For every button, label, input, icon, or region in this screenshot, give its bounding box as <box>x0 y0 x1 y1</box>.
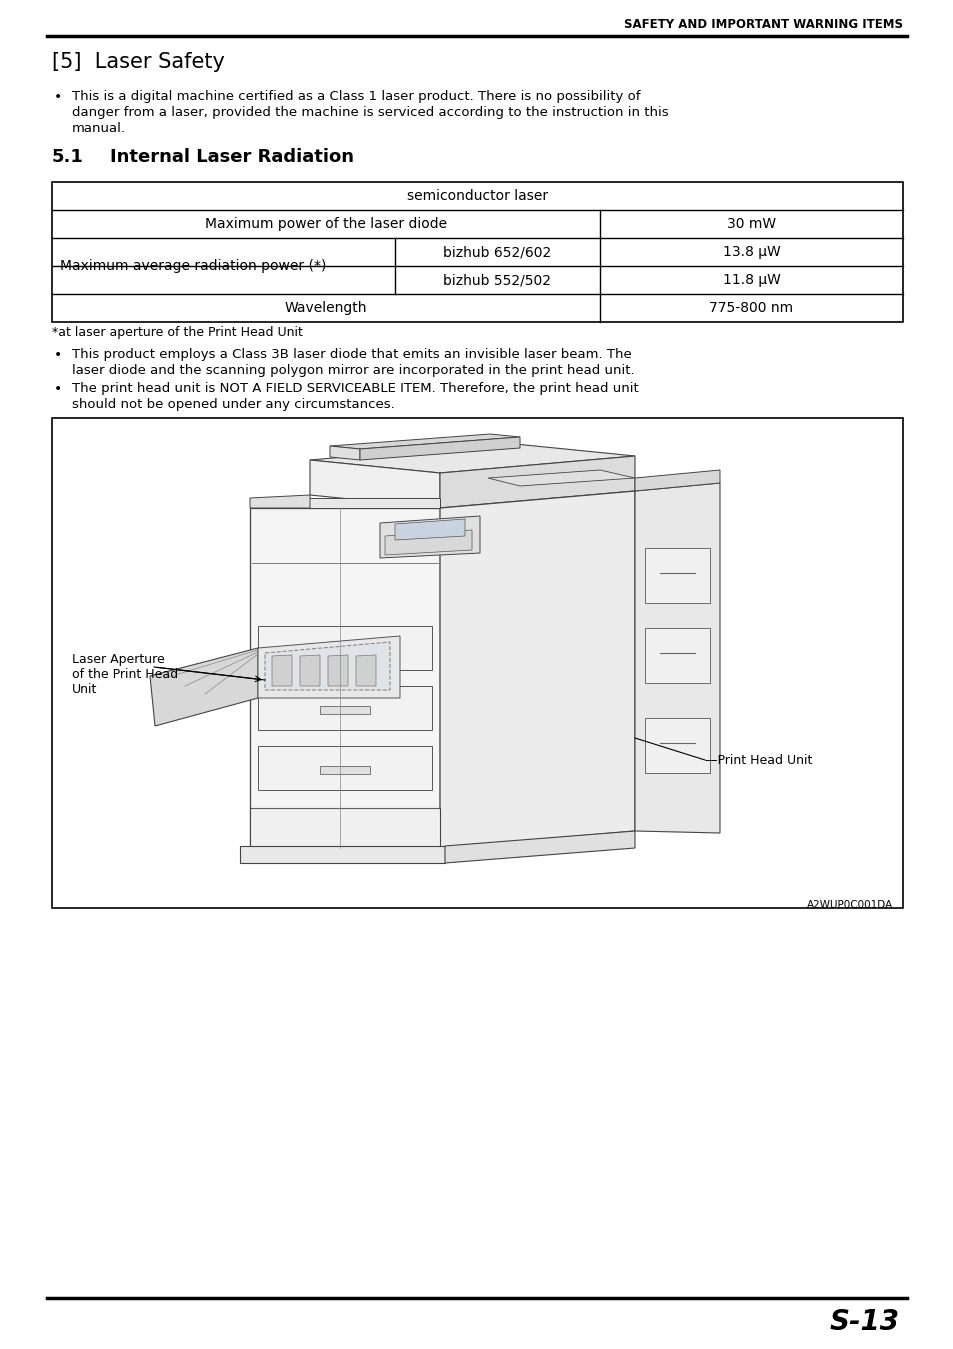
Polygon shape <box>488 469 635 486</box>
Polygon shape <box>272 656 292 687</box>
Bar <box>52 418 902 908</box>
Polygon shape <box>395 519 464 540</box>
Text: Wavelength: Wavelength <box>284 301 367 316</box>
Text: bizhub 652/602: bizhub 652/602 <box>443 246 551 259</box>
Text: laser diode and the scanning polygon mirror are incorporated in the print head u: laser diode and the scanning polygon mir… <box>71 364 634 376</box>
Text: 5.1: 5.1 <box>52 148 84 166</box>
Text: bizhub 552/502: bizhub 552/502 <box>443 272 551 287</box>
Text: •: • <box>54 90 62 104</box>
Polygon shape <box>150 648 257 726</box>
Polygon shape <box>257 746 432 791</box>
Text: manual.: manual. <box>71 121 126 135</box>
Text: SAFETY AND IMPORTANT WARNING ITEMS: SAFETY AND IMPORTANT WARNING ITEMS <box>623 18 902 31</box>
Text: —Print Head Unit: —Print Head Unit <box>704 754 812 766</box>
Polygon shape <box>644 629 709 683</box>
Text: *at laser aperture of the Print Head Unit: *at laser aperture of the Print Head Uni… <box>52 326 302 339</box>
Text: 30 mW: 30 mW <box>726 217 775 231</box>
Polygon shape <box>310 460 439 509</box>
Text: A2WUP0C001DA: A2WUP0C001DA <box>806 900 892 911</box>
Polygon shape <box>355 656 375 687</box>
Polygon shape <box>310 442 635 473</box>
Text: 11.8 μW: 11.8 μW <box>721 272 780 287</box>
Text: 13.8 μW: 13.8 μW <box>721 246 780 259</box>
Text: should not be opened under any circumstances.: should not be opened under any circumsta… <box>71 398 395 411</box>
Text: S-13: S-13 <box>829 1309 899 1336</box>
Text: Maximum power of the laser diode: Maximum power of the laser diode <box>205 217 447 231</box>
Polygon shape <box>330 434 519 449</box>
Polygon shape <box>257 626 432 670</box>
Polygon shape <box>319 706 370 714</box>
Polygon shape <box>257 687 432 730</box>
Text: Internal Laser Radiation: Internal Laser Radiation <box>110 148 354 166</box>
Text: This is a digital machine certified as a Class 1 laser product. There is no poss: This is a digital machine certified as a… <box>71 90 639 103</box>
Polygon shape <box>257 635 399 697</box>
Polygon shape <box>250 498 439 509</box>
Text: •: • <box>54 382 62 397</box>
Polygon shape <box>359 437 519 460</box>
Text: This product employs a Class 3B laser diode that emits an invisible laser beam. : This product employs a Class 3B laser di… <box>71 348 631 362</box>
Polygon shape <box>439 491 635 849</box>
Text: Maximum average radiation power (*): Maximum average radiation power (*) <box>60 259 326 272</box>
Text: danger from a laser, provided the machine is serviced according to the instructi: danger from a laser, provided the machin… <box>71 107 668 119</box>
Polygon shape <box>644 548 709 603</box>
Polygon shape <box>379 517 479 558</box>
Polygon shape <box>250 808 439 849</box>
Bar <box>52 182 902 322</box>
Polygon shape <box>299 656 319 687</box>
Polygon shape <box>439 456 635 509</box>
Polygon shape <box>385 530 472 554</box>
Polygon shape <box>319 646 370 654</box>
Text: Laser Aperture
of the Print Head
Unit: Laser Aperture of the Print Head Unit <box>71 653 178 696</box>
Polygon shape <box>635 483 720 832</box>
Text: •: • <box>54 348 62 362</box>
Polygon shape <box>250 509 439 849</box>
Polygon shape <box>635 469 720 491</box>
Polygon shape <box>240 846 444 863</box>
Polygon shape <box>250 495 310 509</box>
Text: 775-800 nm: 775-800 nm <box>709 301 793 316</box>
Polygon shape <box>265 642 390 689</box>
Polygon shape <box>328 656 348 687</box>
Polygon shape <box>444 831 635 863</box>
Polygon shape <box>330 447 359 460</box>
Text: semiconductor laser: semiconductor laser <box>407 189 547 202</box>
Text: [5]  Laser Safety: [5] Laser Safety <box>52 53 225 71</box>
Polygon shape <box>319 766 370 774</box>
Polygon shape <box>644 718 709 773</box>
Text: The print head unit is NOT A FIELD SERVICEABLE ITEM. Therefore, the print head u: The print head unit is NOT A FIELD SERVI… <box>71 382 639 395</box>
